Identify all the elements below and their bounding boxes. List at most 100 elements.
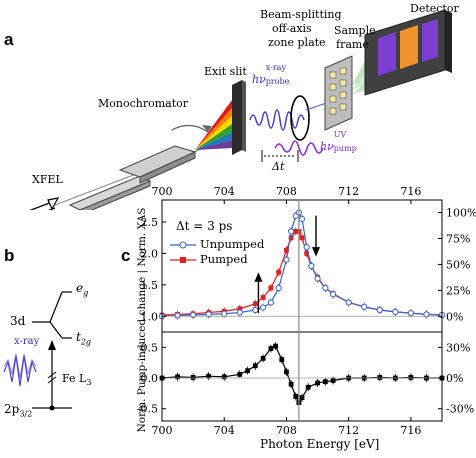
unpumped-point <box>361 303 368 310</box>
unpumped-point <box>288 228 295 235</box>
difference-point <box>273 343 278 349</box>
pumped-point <box>252 301 258 307</box>
zone-plate-label-1: Beam-splitting <box>260 8 342 21</box>
delay-label: Δt <box>272 160 285 173</box>
level-2p-sub: 3/2 <box>19 409 33 419</box>
monochromator-grating <box>118 145 197 184</box>
y-tick-label-top-right: 75% <box>446 233 470 246</box>
chart-legend: Unpumped Pumped <box>170 237 264 267</box>
unpumped-point <box>376 306 383 314</box>
y-tick-label-top-right: 25% <box>446 284 470 297</box>
unpumped-point <box>303 244 310 251</box>
y-tick-label-bottom-right: -30% <box>446 403 474 416</box>
level-t2g-label: t2g <box>76 330 92 347</box>
pumped-point <box>284 247 289 253</box>
xfel-beam-arrow <box>29 197 60 210</box>
y-tick-label-top-left: 2.0 <box>141 247 159 260</box>
difference-point <box>284 369 289 375</box>
pumped-point <box>304 251 310 256</box>
delay-bracket <box>261 150 299 162</box>
difference-point <box>252 363 258 369</box>
pumped-point <box>299 235 305 241</box>
difference-point <box>245 368 250 374</box>
unpumped-point <box>298 215 306 222</box>
difference-point <box>260 355 266 361</box>
panel-b-letter: b <box>4 246 15 265</box>
difference-point <box>315 380 320 386</box>
level-eg-label: eg <box>76 281 89 298</box>
x-tick-label-bottom: 712 <box>338 424 359 437</box>
zone-plate <box>290 95 310 141</box>
exit-slit-label: Exit slit <box>204 65 247 78</box>
level-t2g-sub: 2g <box>80 337 92 347</box>
difference-point <box>322 379 328 385</box>
level-eg-sub: g <box>83 288 89 298</box>
probe-photon-label: hν x-ray probe <box>252 63 290 86</box>
unpumped-point <box>308 262 315 270</box>
bottom-plot <box>159 342 445 407</box>
rainbow-spectrum <box>195 100 232 150</box>
y-tick-label-bottom-left: -0.5 <box>137 403 158 416</box>
y-tick-label-top-left: 2.5 <box>141 216 159 229</box>
energy-level-diagram <box>3 291 72 411</box>
exit-slit <box>232 80 246 155</box>
difference-point <box>175 374 180 380</box>
unpumped-point <box>345 299 352 306</box>
unpumped-point <box>423 311 430 318</box>
difference-point <box>288 381 294 387</box>
unpumped-point <box>252 306 259 314</box>
fe-edge-label: Fe L3 <box>62 372 92 388</box>
pump-photon-label: hν UV pump <box>320 130 357 153</box>
difference-point <box>305 384 311 390</box>
y-tick-label-top-right: 50% <box>446 258 470 271</box>
fe-edge-sub: 3 <box>86 378 92 388</box>
difference-point <box>330 378 336 383</box>
difference-point <box>268 346 274 351</box>
uv-pump-wave <box>274 140 324 156</box>
y-tick-label-top-right: 0% <box>446 310 463 323</box>
xfel-label: XFEL <box>32 173 63 186</box>
x-tick-label-bottom: 708 <box>276 424 297 437</box>
unpumped-point <box>221 310 228 317</box>
unpumped-point <box>267 299 274 306</box>
pump-arrowhead-down <box>312 247 320 257</box>
y-tick-label-bottom-left: 0.5 <box>141 341 159 354</box>
pump-sub: pump <box>333 144 357 153</box>
pumped-point <box>293 229 299 234</box>
panel-c-letter: c <box>121 246 131 265</box>
detector <box>364 9 452 96</box>
unpumped-point <box>190 311 197 319</box>
sample-frame <box>324 55 353 131</box>
difference-point <box>190 375 196 380</box>
chart-axes: 700 700 704 704 708 708 712 712 716 716 1.0 1.5 2.0 2… <box>137 185 476 437</box>
pump-arrowhead-up <box>254 272 263 282</box>
x-tick-label-top: 708 <box>276 185 297 198</box>
experiment-schematic <box>29 9 452 210</box>
unpumped-point <box>283 256 290 263</box>
x-tick-label-top: 716 <box>400 185 421 198</box>
difference-point <box>377 375 383 380</box>
difference-point <box>221 374 227 380</box>
unpumped-point <box>236 309 243 316</box>
level-2p-label: 2p3/2 <box>4 402 33 419</box>
legend-pumped-label: Pumped <box>200 252 248 266</box>
unpumped-point <box>275 284 282 292</box>
legend-unpumped-label: Unpumped <box>200 237 265 251</box>
delay-annotation: Δt = 3 ps <box>176 219 233 233</box>
level-3d-label: 3d <box>10 314 26 328</box>
pumped-point <box>288 235 294 241</box>
y-tick-label-bottom-right: 0% <box>446 372 463 385</box>
x-tick-label-bottom: 700 <box>152 424 173 437</box>
pumped-point <box>268 285 274 291</box>
unpumped-point <box>205 311 212 318</box>
panel-a-letter: a <box>4 30 14 49</box>
chart-xlabel: Photon Energy [eV] <box>260 437 380 451</box>
unpumped-point <box>330 291 337 298</box>
pumped-point <box>260 295 266 300</box>
y-tick-label-bottom-right: 30% <box>446 341 470 354</box>
probe-sub: probe <box>265 77 290 86</box>
zone-plate-label-3: zone plate <box>268 36 326 49</box>
pumped-point <box>276 269 282 275</box>
x-tick-label-top: 712 <box>338 185 359 198</box>
